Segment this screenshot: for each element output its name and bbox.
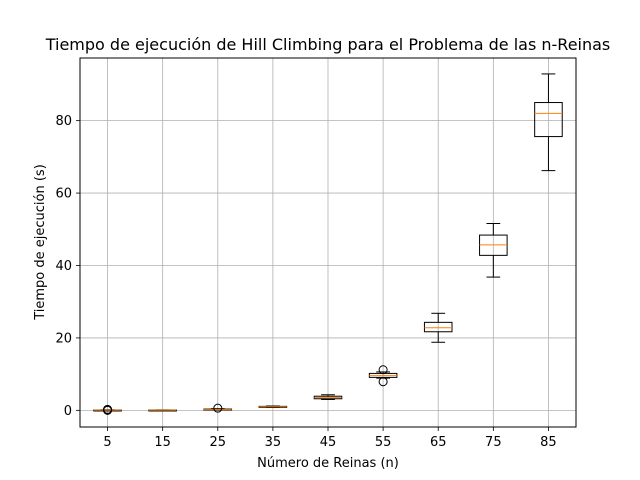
x-tick-label: 65 (430, 435, 447, 450)
x-tick-label: 25 (210, 435, 227, 450)
x-axis: 5 15 25 35 45 55 65 75 85 (103, 427, 557, 450)
box-iqr (534, 102, 563, 138)
x-tick-label: 5 (103, 435, 111, 450)
y-tick-label: 20 (55, 331, 72, 346)
x-tick-label: 35 (265, 435, 282, 450)
y-tick-label: 40 (55, 259, 72, 274)
box-35 (258, 405, 288, 408)
outlier-point (378, 365, 388, 375)
y-axis-label: Tiempo de ejecución (s) (33, 164, 48, 321)
x-tick-label: 55 (375, 435, 392, 450)
box-25 (203, 403, 233, 413)
x-tick-label: 75 (485, 435, 502, 450)
outlier-point (213, 403, 223, 413)
y-axis: 0 20 40 60 80 (55, 114, 80, 419)
y-tick-label: 60 (55, 187, 72, 202)
x-tick-label: 85 (540, 435, 557, 450)
outlier-point (378, 377, 388, 387)
box-75 (479, 222, 508, 278)
box-55 (368, 365, 398, 387)
box-5 (93, 404, 122, 415)
y-tick-label: 80 (55, 114, 72, 129)
x-axis-label: Número de Reinas (n) (257, 456, 399, 471)
x-tick-label: 15 (154, 435, 171, 450)
chart-title: Tiempo de ejecución de Hill Climbing par… (45, 35, 611, 54)
box-85 (534, 73, 563, 172)
y-tick-label: 0 (64, 404, 72, 419)
outlier-point (103, 404, 113, 414)
x-tick-label: 45 (320, 435, 337, 450)
grid (80, 58, 576, 427)
box-plots (93, 73, 563, 415)
box-65 (423, 312, 453, 343)
box-45 (313, 394, 343, 400)
box-iqr (423, 321, 453, 333)
box-15 (148, 409, 177, 412)
